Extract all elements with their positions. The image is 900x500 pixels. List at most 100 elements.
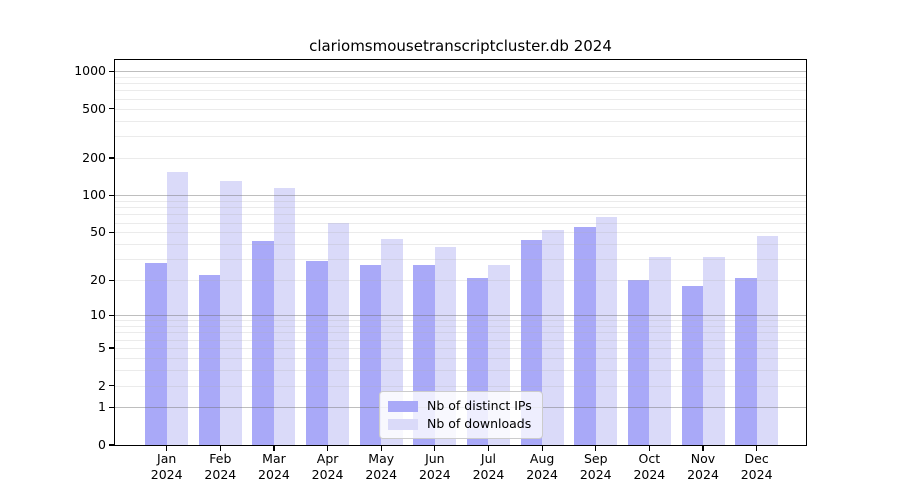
x-tick-label: Feb 2024: [204, 451, 237, 482]
y-tick: [109, 108, 114, 110]
bar-distinct-ips-jan-2024: [145, 262, 167, 445]
y-tick: [109, 279, 114, 281]
y-tick: [109, 157, 114, 159]
y-tick: [109, 347, 114, 349]
y-tick-label: 1000: [74, 63, 106, 79]
bar-distinct-ips-feb-2024: [198, 275, 221, 445]
y-tick: [109, 231, 114, 233]
legend-label-downloads: Nb of downloads: [427, 416, 532, 431]
gridline-minor: [115, 214, 806, 216]
legend-swatch-distinct-ips: [388, 400, 418, 412]
x-tick-label: Mar 2024: [258, 451, 290, 482]
gridline-minor: [115, 244, 806, 246]
x-tick: [756, 446, 758, 451]
legend: Nb of distinct IPs Nb of downloads: [379, 391, 543, 439]
gridline-major: [115, 315, 806, 317]
x-tick: [326, 446, 329, 451]
gridline-minor: [115, 348, 806, 350]
gridline-minor: [115, 136, 806, 138]
legend-item-downloads: Nb of downloads: [388, 415, 534, 433]
gridline-major: [115, 195, 806, 197]
bar-downloads-jan-2024: [166, 171, 189, 445]
bar-distinct-ips-mar-2024: [252, 241, 274, 445]
x-tick: [380, 446, 382, 451]
gridline-minor: [115, 232, 806, 234]
legend-swatch-downloads: [388, 418, 418, 430]
x-tick-label: Oct 2024: [633, 451, 666, 482]
y-tick-label: 1: [98, 399, 106, 415]
gridline-minor: [115, 98, 806, 100]
legend-item-distinct-ips: Nb of distinct IPs: [388, 397, 534, 415]
x-tick-label: Jul 2024: [472, 451, 505, 482]
bar-downloads-sep-2024: [595, 217, 618, 445]
y-tick-label: 500: [82, 100, 106, 116]
bar-distinct-ips-oct-2024: [627, 280, 650, 445]
x-tick: [219, 446, 221, 451]
x-tick-label: Jun 2024: [418, 451, 451, 482]
y-tick-label: 0: [98, 437, 106, 452]
gridline-minor: [115, 369, 806, 371]
y-tick: [109, 194, 114, 196]
gridline-minor: [115, 357, 806, 359]
x-tick: [273, 446, 275, 451]
gridline-minor: [115, 83, 806, 85]
x-tick: [166, 446, 168, 451]
x-tick: [487, 446, 490, 451]
x-tick: [434, 446, 436, 451]
bar-downloads-feb-2024: [220, 181, 242, 445]
y-tick-label: 20: [90, 272, 106, 288]
gridline-minor: [115, 259, 806, 261]
gridline-minor: [115, 332, 806, 334]
bar-downloads-aug-2024: [542, 230, 564, 445]
y-tick-label: 2: [98, 377, 106, 393]
gridline-minor: [115, 280, 806, 282]
bar-distinct-ips-may-2024: [359, 264, 382, 445]
plot-area: [115, 60, 806, 445]
gridline-minor: [115, 385, 806, 387]
x-tick: [541, 446, 543, 451]
bar-downloads-dec-2024: [756, 235, 779, 445]
x-tick-label: Aug 2024: [526, 451, 559, 482]
x-tick-label: Sep 2024: [579, 451, 612, 482]
gridline-minor: [115, 76, 806, 78]
gridline-minor: [115, 326, 806, 328]
y-tick-label: 10: [90, 307, 106, 323]
x-tick: [595, 446, 597, 451]
bar-downloads-oct-2024: [649, 257, 671, 445]
y-tick-label: 50: [90, 224, 106, 240]
gridline-minor: [115, 90, 806, 92]
y-tick: [109, 406, 114, 409]
x-tick-label: Nov 2024: [687, 451, 719, 482]
gridline-minor: [115, 222, 806, 224]
gridline-minor: [115, 158, 806, 160]
y-tick-label: 100: [82, 187, 106, 203]
y-tick-label: 5: [98, 340, 106, 356]
gridline-minor: [115, 108, 806, 110]
y-tick: [109, 70, 114, 72]
gridline-minor: [115, 200, 806, 202]
chart-title: clariomsmousetranscriptcluster.db 2024: [309, 37, 612, 55]
y-tick: [109, 444, 114, 446]
bar-distinct-ips-dec-2024: [735, 277, 757, 445]
x-tick-label: Jan 2024: [150, 451, 183, 482]
gridline-minor: [115, 339, 806, 341]
bar-distinct-ips-apr-2024: [306, 260, 328, 445]
y-tick: [109, 314, 114, 316]
gridline-minor: [115, 120, 806, 122]
bar-distinct-ips-nov-2024: [681, 285, 703, 445]
y-tick-label: 200: [82, 150, 106, 166]
y-tick: [109, 384, 114, 387]
legend-label-distinct-ips: Nb of distinct IPs: [427, 398, 532, 413]
bar-distinct-ips-sep-2024: [574, 227, 596, 445]
x-tick: [702, 446, 704, 451]
x-tick: [648, 446, 650, 451]
bar-downloads-apr-2024: [327, 223, 350, 445]
bar-downloads-nov-2024: [703, 257, 725, 445]
bar-downloads-mar-2024: [273, 187, 296, 445]
gridline-major: [115, 71, 806, 73]
x-tick-label: Dec 2024: [740, 451, 773, 482]
gridline-minor: [115, 207, 806, 209]
x-tick-label: Apr 2024: [311, 451, 344, 482]
gridline-minor: [115, 320, 806, 322]
